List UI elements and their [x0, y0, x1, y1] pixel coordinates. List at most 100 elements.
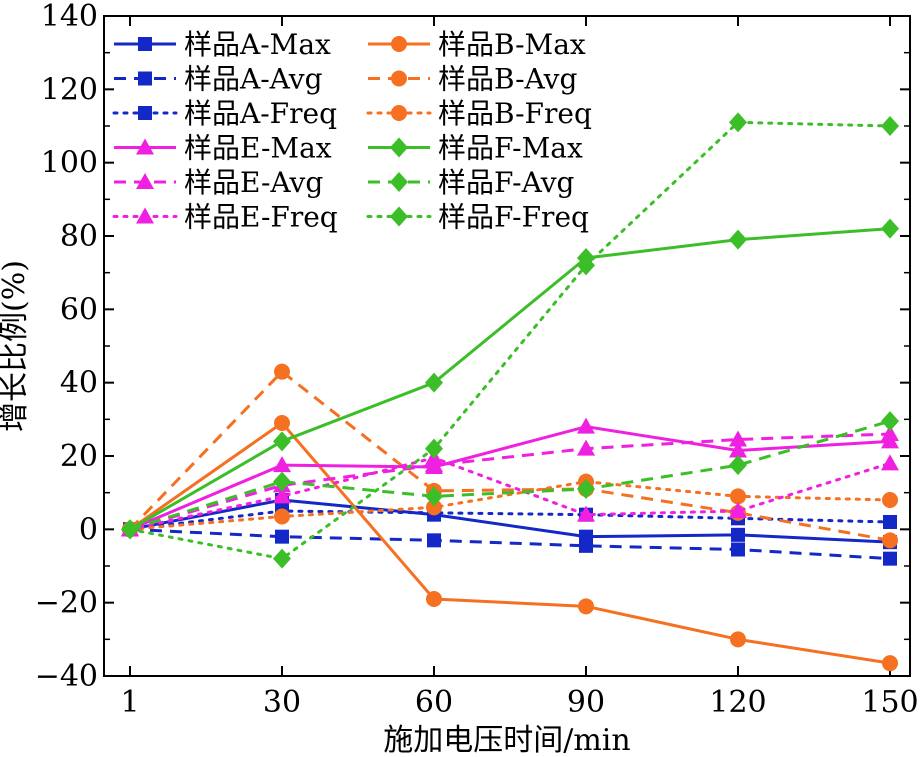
legend-item: 样品B-Max	[368, 28, 586, 61]
legend-marker	[138, 106, 152, 120]
legend-label: 样品A-Freq	[184, 97, 337, 130]
data-point-marker	[730, 488, 746, 505]
data-point-marker	[729, 430, 747, 447]
data-point-marker	[883, 551, 897, 566]
legend-label: 样品F-Max	[438, 132, 583, 165]
data-point-marker	[273, 431, 291, 452]
data-point-marker	[881, 116, 899, 136]
data-point-marker	[274, 415, 290, 431]
legend-marker	[390, 206, 408, 227]
y-axis: −40 −20 0 20 40 60 80 100 120 140	[35, 0, 910, 694]
legend-label: 样品B-Max	[438, 28, 586, 61]
data-point-marker	[882, 655, 898, 672]
legend-marker	[390, 137, 408, 158]
data-point-marker	[577, 479, 595, 499]
legend-item: 样品E-Avg	[114, 166, 323, 199]
y-tick-label: 40	[60, 366, 98, 401]
legend-item: 样品A-Freq	[112, 97, 337, 130]
data-point-marker	[731, 542, 745, 557]
data-point-marker	[729, 441, 747, 458]
legend-marker	[391, 70, 407, 87]
legend-label: 样品B-Avg	[438, 63, 577, 96]
series-3	[122, 415, 898, 672]
series-line	[129, 498, 891, 544]
data-point-marker	[577, 439, 595, 456]
legend-label: 样品A-Max	[184, 28, 331, 61]
series-line	[129, 421, 891, 665]
data-point-marker	[882, 532, 898, 549]
x-axis-label: 施加电压时间/min	[383, 723, 630, 757]
legend-item: 样品E-Freq	[112, 201, 338, 234]
x-tick-label: 30	[263, 685, 301, 720]
series-1	[123, 522, 897, 566]
legend-marker	[391, 105, 407, 121]
x-tick-label: 150	[861, 685, 918, 720]
data-point-marker	[273, 487, 291, 504]
data-point-marker	[273, 456, 291, 473]
x-tick-label: 1	[120, 685, 139, 720]
legend-item: 样品A-Avg	[114, 63, 323, 96]
legend-label: 样品F-Avg	[438, 166, 575, 199]
data-point-marker	[881, 411, 899, 432]
data-point-marker	[730, 631, 746, 648]
legend-item: 样品F-Max	[368, 132, 583, 165]
legend-label: 样品B-Freq	[438, 97, 592, 130]
data-point-marker	[274, 508, 290, 525]
data-point-marker	[274, 363, 290, 380]
data-point-marker	[883, 515, 897, 529]
y-tick-label: 80	[60, 219, 98, 254]
data-point-marker	[731, 527, 745, 542]
series-line	[129, 419, 891, 531]
y-tick-label: −20	[35, 586, 98, 621]
legend-label: 样品F-Freq	[438, 201, 589, 234]
legend-marker	[138, 71, 152, 86]
legend-item: 样品F-Freq	[366, 201, 589, 234]
y-tick-label: 120	[41, 72, 98, 107]
data-point-marker	[425, 438, 443, 459]
data-point-marker	[273, 471, 291, 492]
data-point-marker	[881, 425, 899, 441]
data-point-marker	[729, 502, 747, 518]
legend-item: 样品B-Freq	[366, 97, 592, 130]
data-point-marker	[426, 591, 442, 607]
legend-marker	[136, 138, 154, 155]
legend-marker	[138, 37, 152, 51]
legend-marker	[391, 36, 407, 52]
data-point-marker	[425, 486, 443, 507]
data-point-marker	[427, 533, 441, 548]
data-point-marker	[426, 499, 442, 516]
series-9	[121, 218, 899, 540]
series-line	[129, 425, 891, 531]
y-tick-label: 20	[60, 439, 98, 474]
data-point-marker	[729, 112, 747, 133]
series-11	[121, 112, 899, 569]
legend-item: 样品F-Avg	[368, 166, 575, 199]
y-axis-label: 增长比例(%)	[0, 260, 32, 432]
series-layer	[121, 112, 899, 672]
y-tick-label: −40	[35, 659, 98, 694]
data-point-marker	[729, 455, 747, 476]
data-point-marker	[425, 372, 443, 393]
data-point-marker	[579, 538, 593, 553]
y-tick-label: 0	[79, 512, 98, 547]
y-tick-label: 140	[41, 0, 98, 34]
x-tick-label: 90	[567, 685, 605, 720]
data-point-marker	[577, 255, 595, 276]
data-point-marker	[578, 598, 594, 615]
legend-item: 样品A-Max	[114, 28, 331, 61]
legend-item: 样品E-Max	[114, 132, 332, 165]
data-point-marker	[881, 454, 899, 471]
legend-marker	[136, 173, 154, 189]
data-point-marker	[881, 218, 899, 239]
data-point-marker	[121, 519, 139, 540]
series-line	[129, 227, 891, 531]
legend-item: 样品B-Avg	[368, 63, 577, 96]
data-point-marker	[275, 529, 289, 544]
data-point-marker	[577, 505, 595, 522]
data-point-marker	[729, 229, 747, 250]
y-tick-label: 60	[60, 292, 98, 327]
data-point-marker	[882, 492, 898, 508]
series-line	[128, 509, 892, 531]
